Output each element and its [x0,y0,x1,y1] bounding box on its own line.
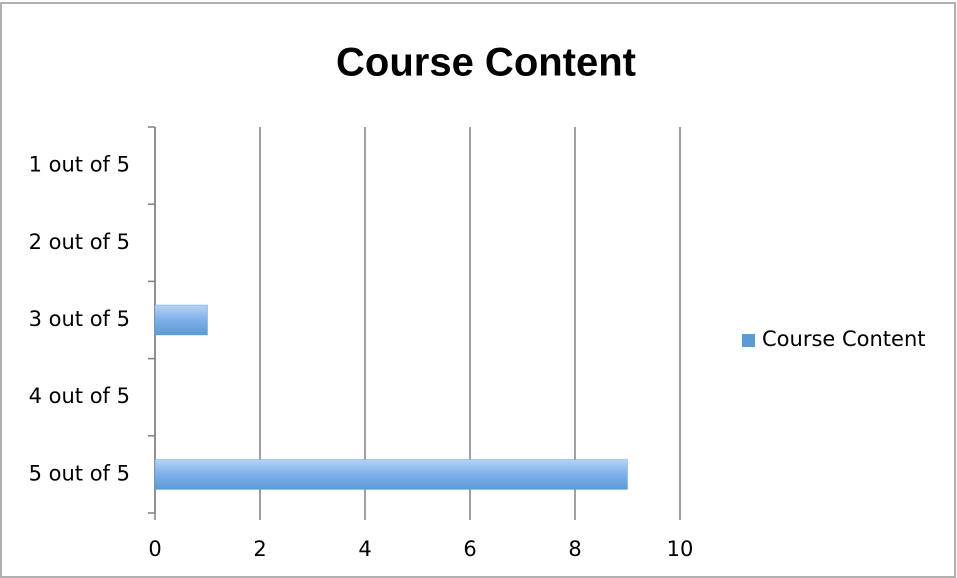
x-tick-label: 0 [148,537,161,561]
bar [154,458,628,490]
x-tick-label: 2 [253,537,266,561]
y-tick-label: 4 out of 5 [29,384,130,408]
bar [154,304,208,336]
x-tick-label: 6 [463,537,476,561]
chart-title: Course Content [336,41,636,85]
legend-swatch [742,334,755,347]
x-tick-label: 8 [568,537,581,561]
y-tick-label: 2 out of 5 [29,230,130,254]
x-tick-label: 4 [358,537,371,561]
legend-label: Course Content [762,327,926,351]
y-tick-label: 3 out of 5 [29,307,130,331]
x-tick-label: 10 [667,537,694,561]
y-tick-label: 1 out of 5 [29,153,130,177]
y-tick-label: 5 out of 5 [29,461,130,485]
